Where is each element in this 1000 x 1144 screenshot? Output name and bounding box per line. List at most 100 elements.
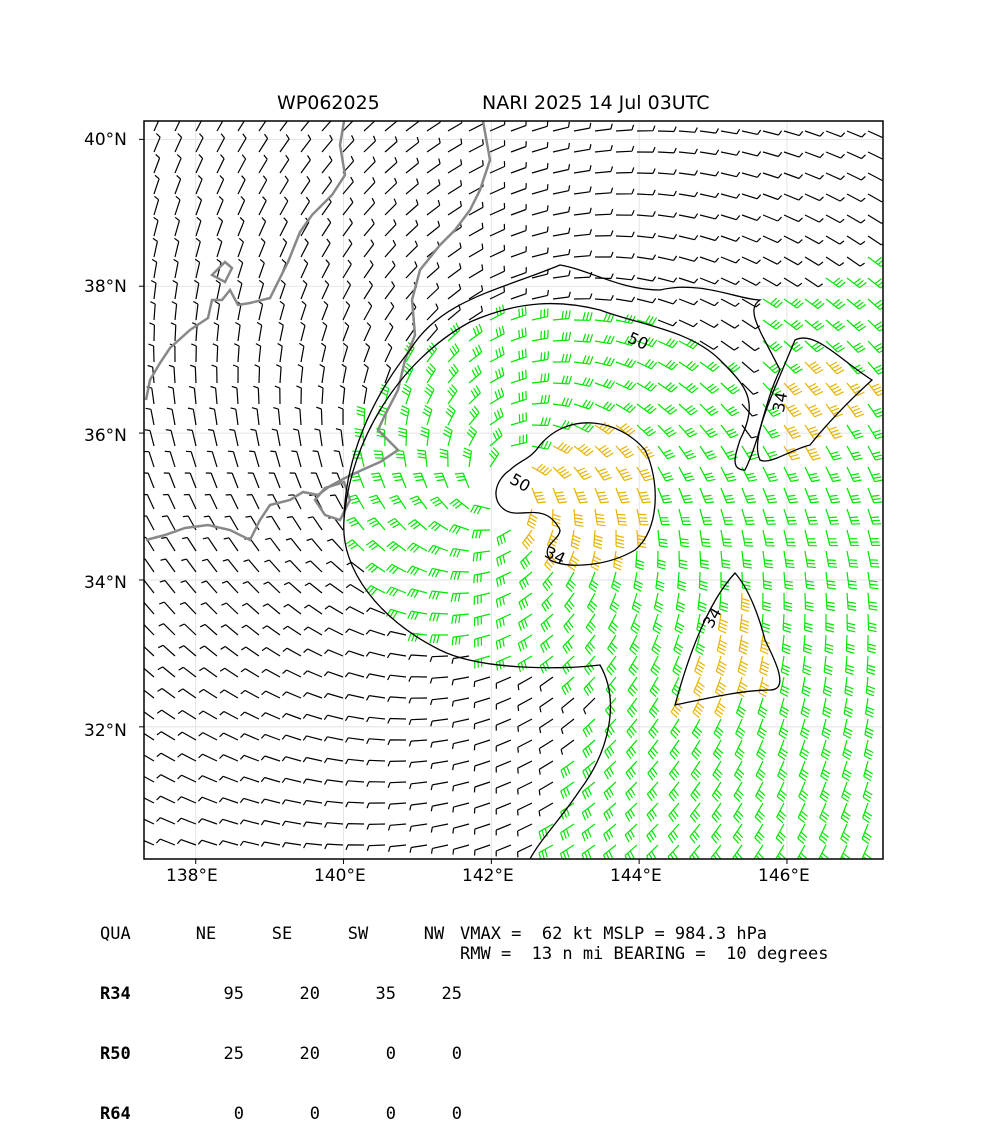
wind-barb [615, 231, 635, 238]
wind-barb [384, 177, 398, 195]
wind-barb [261, 690, 281, 699]
wind-barb [385, 586, 407, 597]
wind-barb [522, 529, 535, 550]
wind-barb [321, 300, 329, 321]
wind-barb [560, 718, 575, 735]
wind-barb [678, 213, 699, 219]
wind-barb [300, 175, 311, 195]
wind-barb [804, 613, 813, 633]
wind-barb [510, 121, 527, 132]
wind-barb [387, 781, 407, 788]
wind-barb [736, 676, 748, 698]
wind-barb [636, 487, 652, 504]
wind-barb [510, 288, 527, 300]
wind-barb [539, 697, 554, 713]
wind-barb [699, 529, 711, 548]
wind-barb [363, 156, 376, 174]
wind-barb [468, 139, 484, 153]
wind-barb [300, 300, 307, 321]
wind-barb [164, 450, 176, 468]
wind-barb [219, 689, 239, 699]
wind-barb [648, 718, 659, 739]
wind-barb [699, 550, 710, 570]
wind-barb [560, 781, 575, 800]
wind-barb [699, 361, 720, 372]
wind-barb [447, 200, 462, 216]
wind-barb [466, 425, 478, 447]
wind-barb [429, 634, 448, 644]
wind-barb [615, 357, 637, 369]
wind-barb [237, 196, 246, 216]
wind-barb [474, 655, 491, 669]
wind-barb [302, 713, 323, 720]
wind-barb [448, 524, 470, 535]
wind-barb [489, 407, 504, 426]
wind-barb-map: 34 34 34 50 50 [139, 120, 884, 864]
wind-barb [216, 237, 223, 258]
wind-barb [429, 496, 449, 510]
wind-barb [540, 634, 554, 653]
wind-barb [539, 655, 554, 674]
wind-radii-table: QUA NE SE SW NW R34 95 20 35 25 R50 25 20 0 0 R64 0 0 0… [100, 884, 472, 1144]
wind-barb [345, 583, 365, 594]
wind-barb [260, 755, 281, 762]
wind-barb [426, 137, 441, 153]
stats-rmw-bearing: RMW = 13 n mi BEARING = 10 degrees [460, 944, 829, 964]
wind-barb [720, 529, 733, 547]
wind-barb [615, 487, 631, 504]
wind-barb [825, 466, 842, 483]
wind-barb [405, 136, 420, 153]
wind-barb [368, 494, 386, 510]
contour-label: 50 [625, 328, 651, 354]
wind-barb [324, 843, 344, 850]
wind-barb [303, 842, 323, 849]
wind-barb [636, 168, 656, 174]
wind-barb [804, 445, 821, 461]
wind-barb [552, 142, 570, 153]
wind-barb [495, 634, 512, 650]
wind-barb [203, 515, 218, 531]
wind-barb [804, 466, 821, 483]
wind-barb [678, 127, 698, 133]
wind-barb [215, 279, 221, 300]
wind-barb [777, 760, 788, 782]
wind-barb [468, 405, 480, 426]
wind-barb [741, 445, 759, 461]
wind-barb [363, 197, 376, 216]
wind-barb [741, 529, 754, 547]
wind-barb [157, 644, 176, 657]
wind-barb [781, 634, 791, 655]
wind-barb [232, 364, 239, 384]
wind-barb [615, 210, 635, 216]
wind-barb [495, 592, 512, 608]
wind-barb [539, 676, 554, 692]
wind-barb [260, 733, 281, 741]
wind-barb [646, 844, 659, 859]
wind-barb [867, 256, 883, 267]
wind-barb [468, 365, 482, 384]
wind-barb [594, 166, 614, 174]
wind-barb [732, 823, 744, 844]
wind-barb [240, 711, 260, 720]
wind-barb [573, 229, 592, 237]
wind-barb [364, 585, 386, 596]
wind-barb [158, 623, 176, 636]
wind-barb [804, 130, 825, 137]
wind-barb [531, 247, 549, 258]
wind-barb [735, 697, 747, 719]
wind-barb [156, 795, 176, 804]
wind-barb [279, 134, 290, 153]
wind-barb [804, 424, 822, 439]
wind-barb [613, 550, 624, 571]
wind-barb [172, 279, 178, 300]
wind-barb [867, 466, 883, 483]
wind-barb [225, 494, 239, 510]
wind-barb [156, 752, 176, 762]
wind-barb [615, 529, 625, 549]
wind-barb [473, 781, 491, 793]
wind-barb [594, 466, 613, 481]
wind-barb [861, 823, 872, 845]
wind-barb [636, 403, 657, 414]
wind-barb [496, 529, 512, 546]
wind-barb [239, 754, 260, 762]
